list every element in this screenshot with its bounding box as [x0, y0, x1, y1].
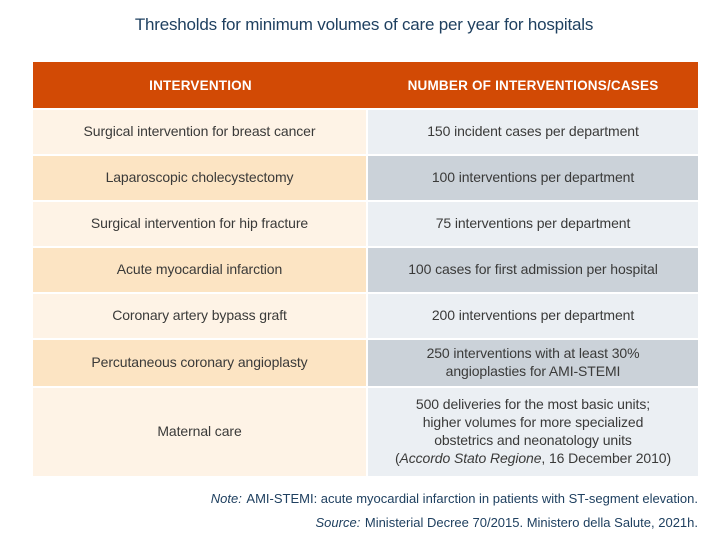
page-title: Thresholds for minimum volumes of care p… — [134, 15, 594, 34]
header-cell-number-of-interventions: NUMBER OF INTERVENTIONS/CASES — [407, 77, 659, 93]
intervention-cell: Laparoscopic cholecystectomy — [33, 156, 366, 200]
source-label: Source: — [315, 514, 361, 530]
value-cell: 75 interventions per department — [368, 202, 698, 246]
intervention-cell: Coronary artery bypass graft — [33, 294, 366, 338]
value-cell: 500 deliveries for the most basic units;… — [368, 387, 698, 476]
table-row: Acute myocardial infarction 100 cases fo… — [33, 248, 698, 292]
source-text: Ministerial Decree 70/2015. Ministero de… — [364, 514, 698, 530]
source-line: Source: Ministerial Decree 70/2015. Minis… — [33, 514, 699, 530]
table-row: Laparoscopic cholecystectomy 100 interve… — [33, 156, 698, 200]
value-cell: 250 interventions with at least 30% angio… — [368, 340, 698, 386]
value-cell: 100 interventions per department — [368, 156, 698, 200]
table-row: Coronary artery bypass graft 200 interve… — [33, 294, 698, 338]
table-row: Maternal care 500 deliveries for the mos… — [33, 387, 698, 476]
table-header: INTERVENTION NUMBER OF INTERVENTIONS/CAS… — [33, 62, 698, 108]
intervention-cell: Surgical intervention for hip fracture — [33, 202, 366, 246]
value-cell: 200 interventions per department — [368, 294, 698, 338]
header-cell-intervention: INTERVENTION — [149, 77, 252, 93]
note-line: Note: AMI-STEMI: acute myocardial infarct… — [33, 491, 698, 506]
thresholds-table: INTERVENTION NUMBER OF INTERVENTIONS/CAS… — [33, 62, 698, 476]
table-row: Percutaneous coronary angioplasty 250 in… — [33, 340, 698, 386]
intervention-cell: Surgical intervention for breast cancer — [33, 110, 366, 154]
table-row: Surgical intervention for hip fracture 7… — [33, 202, 698, 246]
note-text: AMI-STEMI: acute myocardial infarction i… — [246, 490, 698, 506]
intervention-cell: Acute myocardial infarction — [33, 248, 366, 292]
table-row: Surgical intervention for breast cancer … — [33, 110, 698, 154]
value-cell: 150 incident cases per department — [368, 110, 698, 154]
note-label: Note: — [210, 490, 242, 506]
value-cell: 100 cases for first admission per hospit… — [368, 248, 698, 292]
intervention-cell: Percutaneous coronary angioplasty — [33, 340, 366, 386]
intervention-cell: Maternal care — [33, 387, 366, 476]
